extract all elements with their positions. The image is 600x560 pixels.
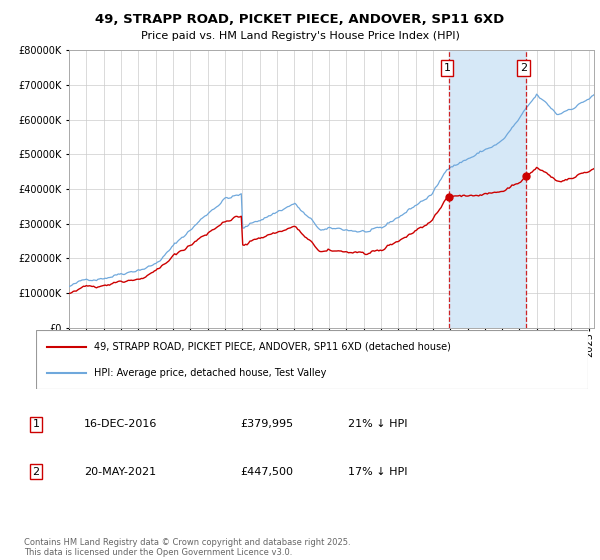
Text: £379,995: £379,995 <box>240 419 293 429</box>
Text: Price paid vs. HM Land Registry's House Price Index (HPI): Price paid vs. HM Land Registry's House … <box>140 31 460 41</box>
Text: 1: 1 <box>32 419 40 429</box>
Text: 17% ↓ HPI: 17% ↓ HPI <box>348 467 407 477</box>
Text: 16-DEC-2016: 16-DEC-2016 <box>84 419 157 429</box>
Text: £447,500: £447,500 <box>240 467 293 477</box>
Text: 2: 2 <box>32 467 40 477</box>
Text: 49, STRAPP ROAD, PICKET PIECE, ANDOVER, SP11 6XD (detached house): 49, STRAPP ROAD, PICKET PIECE, ANDOVER, … <box>94 342 451 352</box>
Text: HPI: Average price, detached house, Test Valley: HPI: Average price, detached house, Test… <box>94 368 326 378</box>
Text: 21% ↓ HPI: 21% ↓ HPI <box>348 419 407 429</box>
Text: Contains HM Land Registry data © Crown copyright and database right 2025.
This d: Contains HM Land Registry data © Crown c… <box>24 538 350 557</box>
Bar <box>449 50 526 328</box>
Text: 2: 2 <box>520 63 527 73</box>
Text: 20-MAY-2021: 20-MAY-2021 <box>84 467 156 477</box>
FancyBboxPatch shape <box>36 330 588 389</box>
Text: 1: 1 <box>443 63 451 73</box>
Text: 49, STRAPP ROAD, PICKET PIECE, ANDOVER, SP11 6XD: 49, STRAPP ROAD, PICKET PIECE, ANDOVER, … <box>95 13 505 26</box>
